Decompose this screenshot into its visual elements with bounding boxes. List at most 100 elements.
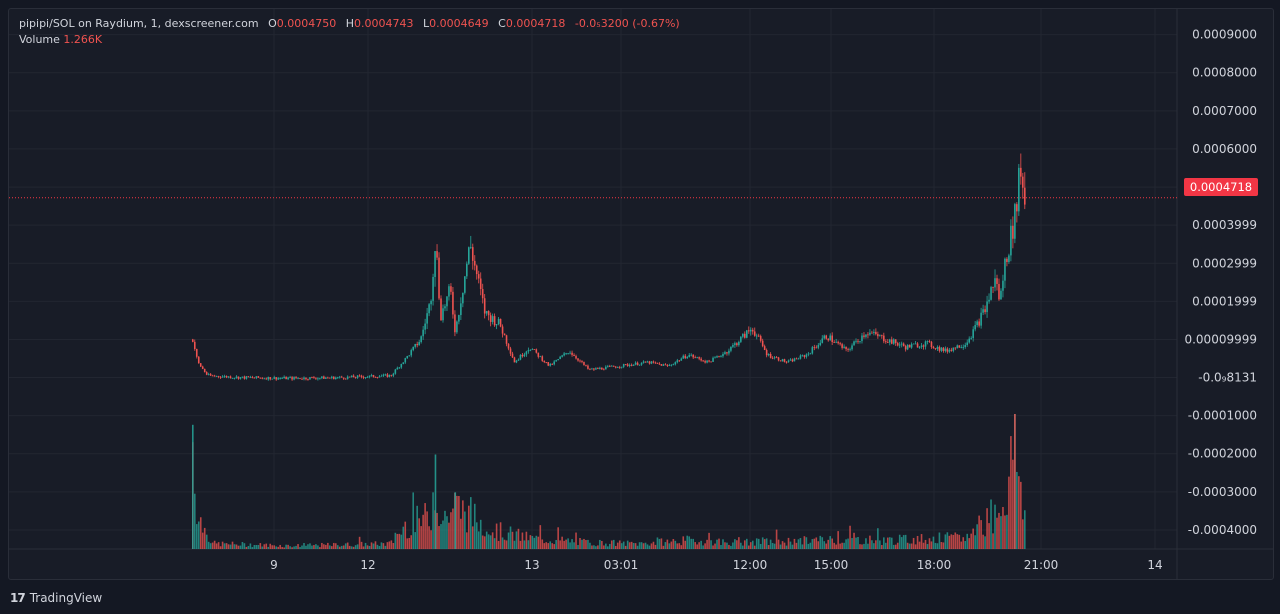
volume-bar — [914, 544, 917, 549]
tradingview-brand[interactable]: TradingView — [29, 591, 103, 605]
volume-bar — [203, 527, 206, 549]
volume-bar — [791, 544, 794, 549]
volume-bar — [938, 532, 941, 549]
volume-bar — [277, 546, 279, 549]
volume-label[interactable]: Volume — [19, 33, 60, 46]
volume-bar — [966, 533, 969, 549]
candle-body — [819, 342, 822, 346]
candle-body — [886, 342, 889, 343]
candle-body — [392, 373, 395, 376]
candle-body — [468, 247, 470, 264]
candle-body — [799, 355, 802, 359]
y-tick-label: 0.0001999 — [1192, 294, 1257, 308]
volume-bar — [481, 535, 484, 549]
volume-bar — [362, 546, 365, 549]
volume-bar — [740, 542, 742, 549]
candle-body — [426, 313, 428, 324]
volume-bar — [851, 538, 853, 549]
volume-bar — [881, 545, 883, 549]
volume-bar — [390, 540, 393, 549]
candle-body — [215, 376, 218, 377]
candle-body — [958, 345, 961, 348]
candle-body — [970, 337, 972, 339]
volume-bar — [885, 542, 887, 549]
candle-body — [225, 375, 228, 378]
candle-body — [936, 346, 939, 349]
volume-bar — [686, 535, 689, 549]
volume-bar — [877, 528, 879, 549]
volume-bar — [799, 538, 802, 549]
candle-body — [231, 378, 234, 379]
volume-bar — [1000, 516, 1002, 549]
candle-body — [972, 329, 974, 338]
candle-body — [547, 362, 550, 366]
candle-body — [211, 375, 214, 377]
candle-body — [223, 375, 226, 377]
volume-bar — [340, 545, 343, 549]
candle-body — [684, 355, 687, 359]
candle-body — [938, 346, 941, 351]
candle-body — [454, 314, 456, 333]
candle-body — [442, 308, 444, 321]
candle-body — [964, 345, 967, 348]
price-chart[interactable]: 0.0009000 0.0008000 0.0007000 0.0006000 0.00… — [9, 9, 1273, 579]
candle-body — [632, 364, 635, 366]
volume-bar — [916, 535, 919, 549]
volume-bar — [873, 543, 875, 549]
chart-panel[interactable]: 0.0009000 0.0008000 0.0007000 0.0006000 0.00… — [8, 8, 1274, 580]
volume-bar — [817, 541, 820, 549]
volume-bar — [519, 540, 522, 549]
candle-body — [329, 377, 331, 379]
volume-bar — [708, 532, 710, 549]
volume-bar — [533, 537, 536, 549]
volume-bar — [732, 542, 734, 549]
volume-bar — [221, 541, 224, 549]
volume-bar — [287, 544, 289, 549]
candle-body — [515, 360, 518, 363]
candle-body — [618, 367, 621, 369]
candle-body — [271, 378, 274, 380]
candle-body — [636, 362, 639, 366]
volume-bar — [1006, 514, 1008, 549]
volume-bar — [267, 546, 270, 549]
x-tick-label: 12:00 — [733, 558, 768, 572]
candle-body — [386, 374, 389, 377]
volume-bar — [815, 537, 818, 549]
candle-body — [712, 357, 714, 362]
volume-bar — [652, 541, 655, 549]
candle-body — [587, 365, 589, 369]
volume-bar — [1018, 476, 1020, 549]
candle-body — [551, 363, 554, 365]
volume-bar — [982, 534, 984, 549]
candle-body — [511, 353, 514, 358]
candle-body — [424, 323, 426, 330]
volume-bar — [805, 537, 808, 549]
tradingview-logo-icon[interactable]: 17 — [10, 591, 26, 605]
volume-bar — [517, 528, 520, 549]
volume-bar — [807, 543, 810, 549]
candle-body — [940, 347, 943, 351]
candle-body — [195, 349, 198, 357]
volume-bar — [249, 543, 252, 549]
candle-body — [378, 376, 381, 378]
candle-body — [791, 359, 794, 362]
volume-bar — [650, 543, 653, 549]
volume-bar — [698, 542, 700, 549]
volume-bar — [366, 545, 369, 549]
candle-body — [261, 377, 264, 379]
volume-bar — [843, 542, 845, 549]
candle-body — [265, 378, 268, 380]
volume-bar — [227, 544, 230, 549]
candle-body — [835, 341, 837, 343]
volume-bar — [557, 527, 559, 549]
candle-body — [269, 377, 272, 380]
volume-bar — [595, 546, 597, 549]
candle-body — [825, 335, 828, 339]
symbol-title[interactable]: pipipi/SOL on Raydium, 1, dexscreener.co… — [19, 17, 259, 30]
candle-body — [521, 354, 524, 357]
candle-body — [199, 363, 202, 367]
volume-bar — [636, 545, 639, 549]
volume-bar — [702, 545, 704, 549]
candle-body — [755, 335, 758, 337]
volume-bar — [426, 511, 428, 549]
